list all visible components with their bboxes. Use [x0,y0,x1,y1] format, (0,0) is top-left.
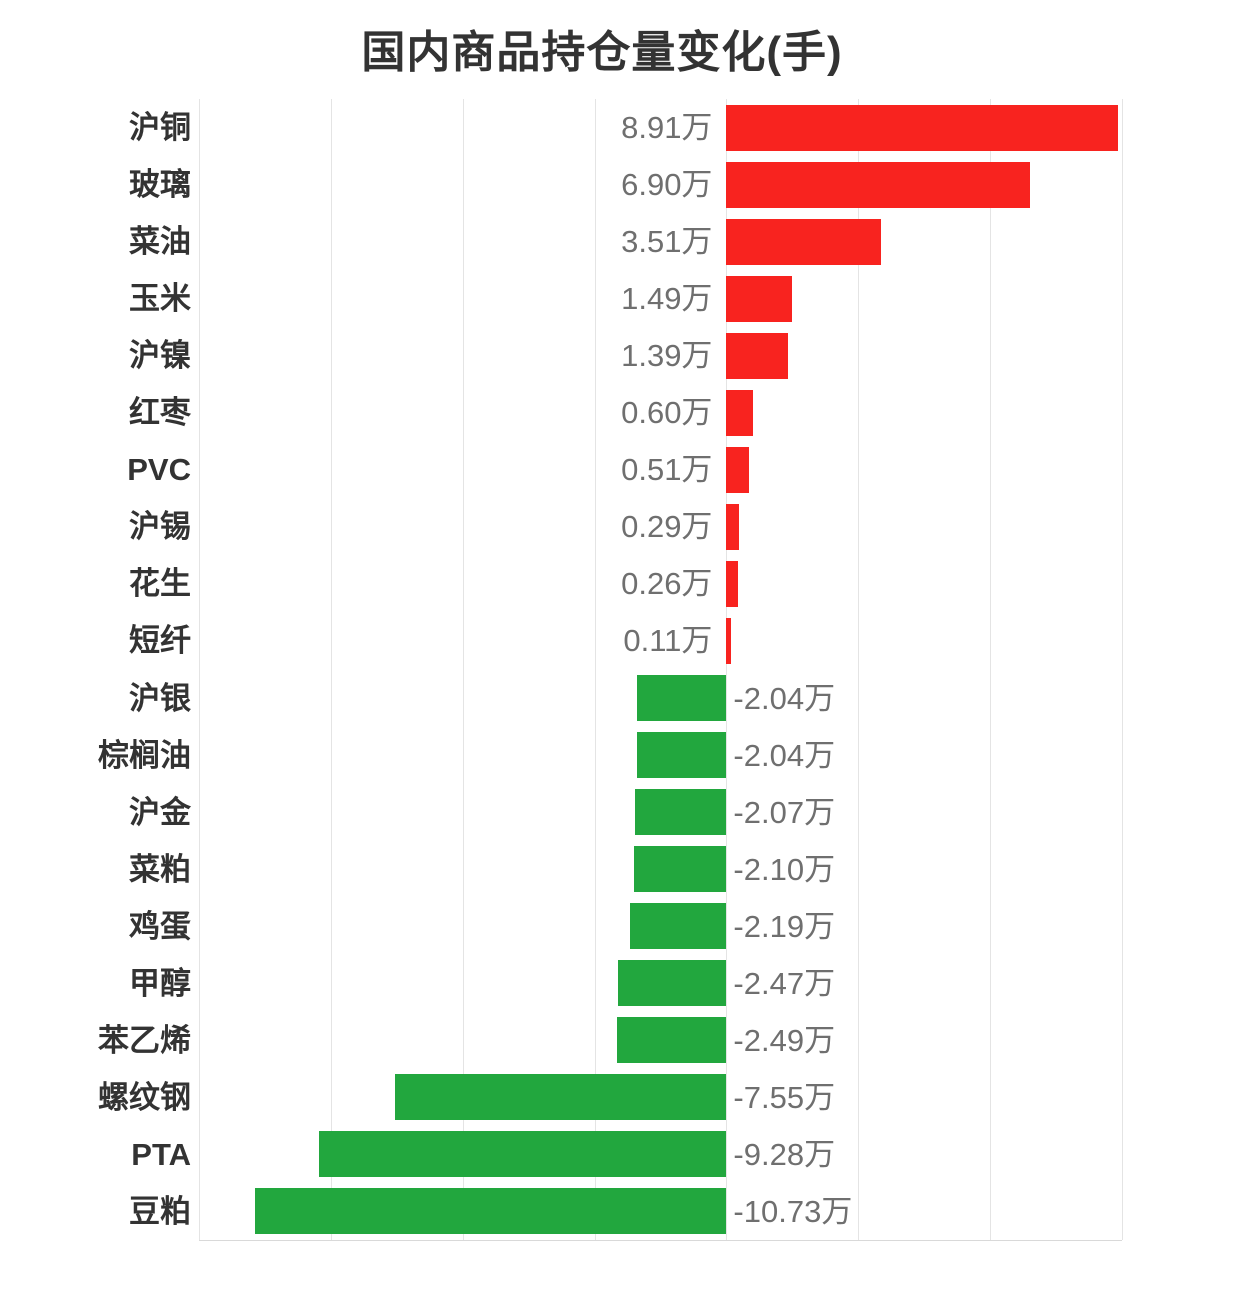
value-label: 6.90万 [621,167,713,203]
bar-row: 短纤 0.11万 [129,612,1122,669]
bar-negative [617,960,727,1007]
category-label: 沪锡 [129,509,191,545]
bar-row: 棕榈油 -2.04万 [98,727,1122,784]
category-label: 苯乙烯 [98,1022,191,1058]
category-label: 菜油 [129,224,191,260]
value-label: -2.10万 [733,851,836,887]
bar-negative [394,1074,727,1121]
category-label: 甲醇 [129,965,191,1001]
value-label: -2.04万 [733,680,836,716]
bar-negative [635,789,727,836]
bar-row: 沪铜 8.91万 [129,99,1122,156]
category-label: 玻璃 [129,167,191,203]
bar-row: 玻璃 6.90万 [129,156,1122,213]
value-label: -2.07万 [733,794,836,830]
value-label: -9.28万 [733,1136,836,1172]
value-label: 0.11万 [623,623,713,659]
bar-negative [634,846,727,893]
bar-row: 螺纹钢 -7.55万 [98,1069,1122,1126]
category-label: 沪银 [129,680,191,716]
bar-negative [636,732,727,779]
value-label: -10.73万 [733,1193,853,1229]
bar-row: 沪镍 1.39万 [129,327,1122,384]
bar-row: 鸡蛋 -2.19万 [129,898,1122,955]
category-label: PTA [131,1136,191,1172]
category-label: 豆粕 [129,1193,191,1229]
category-label: 棕榈油 [98,737,191,773]
grid-line [858,99,860,1240]
category-label: 花生 [129,566,191,602]
value-label: 3.51万 [621,224,713,260]
bar-positive [726,332,788,379]
bar-row: 沪金 -2.07万 [129,784,1122,841]
bar-positive [726,275,792,322]
bar-row: 红枣 0.60万 [129,384,1122,441]
grid-line [462,99,464,1240]
bar-positive [726,161,1030,208]
bar-positive [726,503,740,550]
bar-negative [630,903,727,950]
category-label: 红枣 [129,395,191,431]
grid-line [990,99,992,1240]
plot-area: 沪铜 8.91万玻璃 6.90万菜油 3.51万玉米 1.49万沪镍 1.39万红枣 0.6… [98,99,1123,1241]
bar-negative [254,1188,727,1235]
bar-row: 豆粕 -10.73万 [129,1183,1122,1240]
bar-positive [726,446,749,493]
bar-row: 花生 0.26万 [129,555,1122,612]
value-label: -2.04万 [733,737,836,773]
bar-positive [726,104,1119,151]
category-label: 沪镍 [129,338,191,374]
bar-row: 菜粕 -2.10万 [129,841,1122,898]
bar-negative [318,1131,727,1178]
value-label: -2.49万 [733,1022,836,1058]
bar-negative [616,1017,727,1064]
category-label: 菜粕 [129,851,191,887]
category-label: 沪铜 [129,110,191,145]
category-label: 沪金 [129,794,191,830]
grid-line [199,99,200,1240]
value-label: 1.49万 [621,281,713,317]
value-label: -7.55万 [733,1079,836,1115]
value-label: 0.60万 [621,395,713,431]
grid-line [330,99,332,1240]
value-label: 0.29万 [621,509,713,545]
value-label: 0.51万 [621,452,713,488]
bar-positive [726,389,753,436]
bar-row: PTA -9.28万 [131,1126,1122,1183]
grid-line [726,99,728,1240]
bar-row: 沪银 -2.04万 [129,670,1122,727]
category-label: 鸡蛋 [129,908,191,944]
value-label: -2.47万 [733,965,836,1001]
value-label: 8.91万 [621,110,713,145]
category-label: PVC [127,452,191,488]
bar-row: 甲醇 -2.47万 [129,955,1122,1012]
value-label: -2.19万 [733,908,836,944]
bar-row: PVC 0.51万 [127,441,1122,498]
bar-positive [726,218,881,265]
bar-row: 苯乙烯 -2.49万 [98,1012,1122,1069]
bar-row: 菜油 3.51万 [129,213,1122,270]
value-label: 1.39万 [621,338,713,374]
grid-line [1122,99,1123,1240]
bar-positive [726,560,738,607]
category-label: 玉米 [129,281,191,317]
chart-title: 国内商品持仓量变化(手) [361,28,843,77]
bar-positive [726,617,732,664]
category-label: 螺纹钢 [98,1079,191,1115]
bar-row: 沪锡 0.29万 [129,498,1122,555]
value-label: 0.26万 [621,566,713,602]
bar-negative [636,675,727,722]
bar-row: 玉米 1.49万 [129,270,1122,327]
grid-line [594,99,596,1240]
category-label: 短纤 [129,623,191,659]
